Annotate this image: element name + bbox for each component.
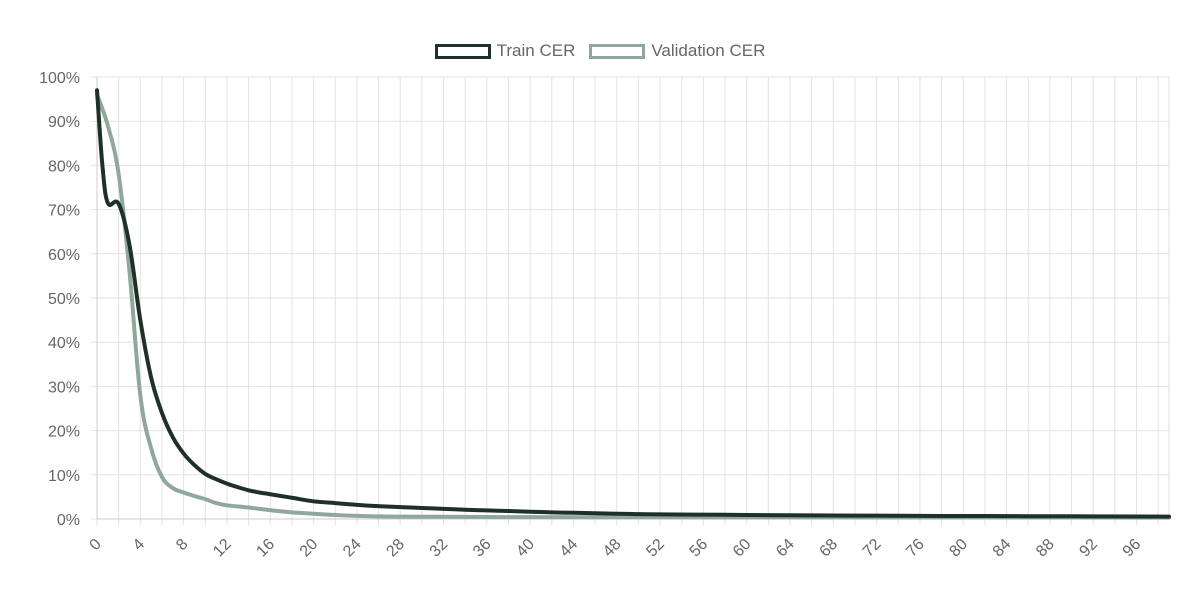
x-tick-label: 40 [513, 536, 538, 561]
series-line-train-cer[interactable] [95, 88, 1171, 519]
y-tick-label: 70% [48, 203, 80, 220]
x-tick-label: 44 [557, 536, 582, 561]
x-tick-label: 84 [990, 536, 1015, 561]
y-tick-label: 30% [48, 379, 80, 396]
x-tick-label: 64 [773, 536, 798, 561]
x-tick-label: 0 [87, 536, 105, 554]
x-tick-label: 16 [253, 536, 278, 561]
x-tick-label: 48 [600, 536, 625, 561]
x-tick-label: 20 [297, 536, 322, 561]
x-tick-label: 88 [1033, 536, 1058, 561]
x-tick-label: 4 [130, 536, 148, 554]
x-tick-label: 8 [173, 536, 191, 554]
y-tick-label: 50% [48, 291, 80, 308]
x-tick-label: 56 [687, 536, 712, 561]
x-tick-label: 72 [860, 536, 885, 561]
x-tick-label: 76 [903, 536, 928, 561]
x-tick-label: 24 [340, 536, 365, 561]
y-tick-label: 10% [48, 468, 80, 485]
legend-label-train: Train CER [496, 41, 576, 60]
x-tick-label: 28 [383, 536, 408, 561]
x-tick-label: 80 [946, 536, 971, 561]
x-tick-label: 36 [470, 536, 495, 561]
x-tick-label: 52 [643, 536, 668, 561]
legend-swatch-train [434, 43, 491, 59]
legend-item-train[interactable]: Train CER [434, 41, 576, 61]
axis-layer: 0%10%20%30%40%50%60%70%80%90%100%0 4 8 12 16… [39, 70, 1169, 560]
y-tick-label: 0% [57, 512, 80, 529]
grid-layer [91, 76, 1170, 525]
y-tick-label: 80% [48, 158, 80, 175]
legend-label-validation: Validation CER [651, 41, 766, 60]
series-line-validation-cer[interactable] [95, 92, 1171, 520]
x-tick-label: 12 [210, 536, 235, 561]
y-tick-label: 60% [48, 247, 80, 264]
y-tick-label: 40% [48, 335, 80, 352]
x-tick-label: 92 [1076, 536, 1101, 561]
legend: Train CER Validation CER [0, 41, 1200, 61]
y-tick-label: 100% [39, 70, 80, 87]
x-tick-label: 68 [817, 536, 842, 561]
legend-item-validation[interactable]: Validation CER [589, 41, 765, 61]
y-tick-label: 20% [48, 424, 80, 441]
series-layer [95, 88, 1171, 520]
x-tick-label: 60 [730, 536, 755, 561]
x-tick-label: 32 [427, 536, 452, 561]
y-tick-label: 90% [48, 114, 80, 131]
legend-swatch-validation [589, 43, 646, 59]
x-tick-label: 96 [1120, 536, 1145, 561]
